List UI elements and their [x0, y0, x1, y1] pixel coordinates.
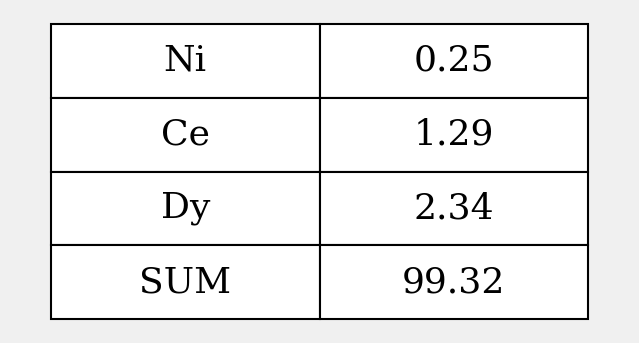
Text: 2.34: 2.34	[413, 191, 494, 225]
Text: 1.29: 1.29	[413, 118, 494, 152]
Bar	[51, 24, 320, 98]
Bar	[320, 172, 588, 245]
Bar	[51, 98, 320, 172]
Bar	[320, 245, 588, 319]
Text: SUM: SUM	[139, 265, 231, 299]
Text: Ce: Ce	[161, 118, 210, 152]
Bar	[320, 98, 588, 172]
Text: 0.25: 0.25	[413, 44, 494, 78]
Bar	[320, 24, 588, 98]
Text: Dy: Dy	[160, 191, 210, 225]
Text: Ni: Ni	[164, 44, 207, 78]
Bar	[51, 172, 320, 245]
Text: 99.32: 99.32	[402, 265, 505, 299]
Bar	[51, 245, 320, 319]
